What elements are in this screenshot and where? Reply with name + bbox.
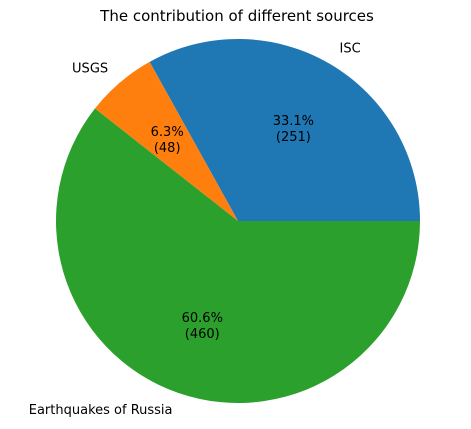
pie-slices — [56, 38, 420, 404]
pie-slice-usgs — [94, 61, 238, 221]
pie-slice-isc — [149, 38, 420, 222]
count-label-earthquakes-of-russia: (460) — [185, 327, 220, 342]
category-label-isc: ISC — [340, 41, 361, 56]
count-label-isc: (251) — [276, 130, 311, 145]
count-label-usgs: (48) — [154, 141, 181, 156]
percent-label-usgs: 6.3% — [151, 125, 184, 140]
category-label-usgs: USGS — [72, 62, 108, 77]
percent-label-isc: 33.1% — [273, 114, 314, 129]
chart-title: The contribution of different sources — [99, 7, 374, 25]
category-label-earthquakes-of-russia: Earthquakes of Russia — [29, 403, 173, 418]
pie-labels: ISC 33.1%(251) USGS 6.3%(48) Earthquakes of … — [29, 41, 361, 418]
pie-slice-earthquakes-of-russia — [56, 108, 420, 404]
percent-label-earthquakes-of-russia: 60.6% — [182, 311, 223, 326]
